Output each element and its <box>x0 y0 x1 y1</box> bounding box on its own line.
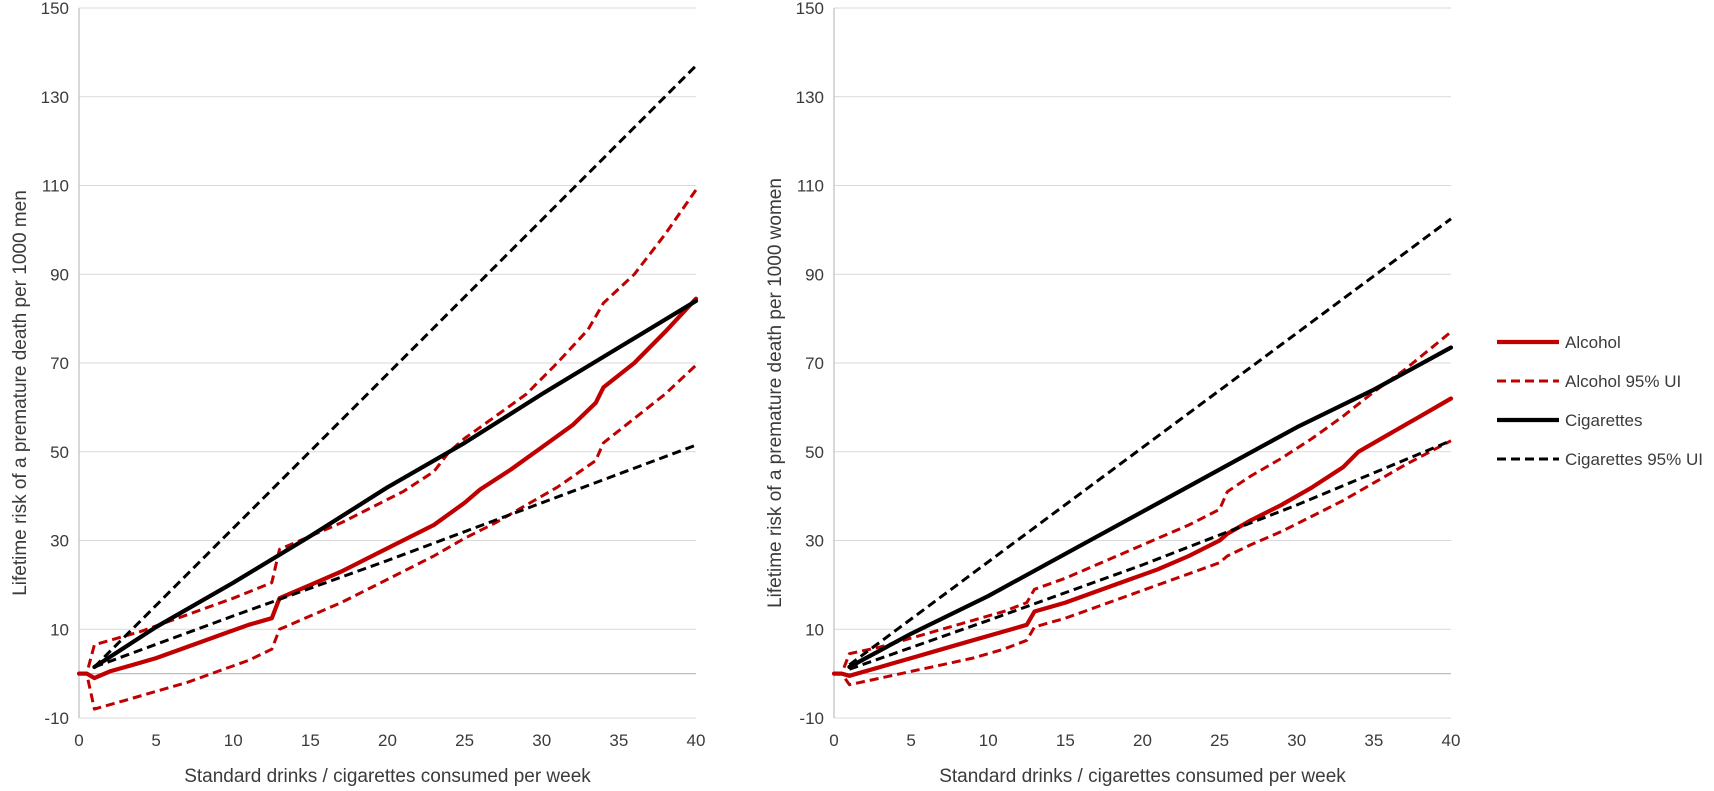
y-tick-label: 10 <box>805 620 824 639</box>
x-tick-label: 35 <box>1364 731 1383 750</box>
alcohol-ui-lower-line <box>834 439 1452 687</box>
y-tick-label: -10 <box>799 709 824 728</box>
y-tick-label: 130 <box>41 88 69 107</box>
x-tick-label: 25 <box>1210 731 1229 750</box>
y-tick-label: 90 <box>805 265 824 284</box>
y-axis-title: Lifetime risk of a premature death per 1… <box>765 178 786 608</box>
legend-item: Alcohol <box>1497 333 1621 352</box>
legend: Alcohol Alcohol 95% UI Cigarettes Cigarette… <box>1497 333 1703 469</box>
x-tick-label: 20 <box>1133 731 1152 750</box>
cigarettes-line <box>92 298 699 670</box>
legend-item: Cigarettes <box>1497 411 1642 430</box>
x-tick-label: 35 <box>609 731 628 750</box>
y-tick-label: 150 <box>796 0 824 18</box>
legend-label: Alcohol 95% UI <box>1565 372 1681 391</box>
x-tick-label: 40 <box>687 731 706 750</box>
x-tick-label: 10 <box>224 731 243 750</box>
x-axis-title: Standard drinks / cigarettes consumed pe… <box>184 766 591 787</box>
y-tick-label: 130 <box>796 88 824 107</box>
y-tick-label: 110 <box>797 177 824 196</box>
y-tick-label: 30 <box>805 532 824 551</box>
x-tick-label: 40 <box>1442 731 1461 750</box>
x-tick-label: 15 <box>301 731 320 750</box>
x-tick-label: 5 <box>906 731 915 750</box>
x-tick-label: 30 <box>532 731 551 750</box>
legend-label: Cigarettes <box>1565 411 1642 430</box>
cigarettes-line <box>847 345 1454 670</box>
x-tick-label: 30 <box>1287 731 1306 750</box>
x-tick-label: 10 <box>979 731 998 750</box>
alcohol-ui-lower-line <box>79 364 698 711</box>
cigarettes-ui-upper-line <box>848 217 1452 667</box>
y-tick-label: 30 <box>50 532 69 551</box>
y-tick-label: 70 <box>50 354 69 373</box>
alcohol-line <box>831 396 1454 678</box>
x-tick-label: 20 <box>378 731 397 750</box>
cigarettes-ui-lower-line <box>93 443 697 669</box>
y-tick-label: -10 <box>44 709 69 728</box>
x-tick-label: 0 <box>829 731 838 750</box>
y-tick-label: 50 <box>50 443 69 462</box>
alcohol-ui-upper-line <box>834 330 1452 676</box>
chart-women: -10 10 30 50 70 90 110 130 150 0 5 10 15 20 25 30 35 40 St… <box>765 0 1460 787</box>
legend-label: Cigarettes 95% UI <box>1565 450 1703 469</box>
y-tick-label: 110 <box>42 177 69 196</box>
legend-item: Alcohol 95% UI <box>1497 372 1681 391</box>
x-axis-title: Standard drinks / cigarettes consumed pe… <box>939 766 1346 787</box>
legend-item: Cigarettes 95% UI <box>1497 450 1703 469</box>
y-tick-label: 10 <box>50 620 69 639</box>
x-tick-label: 0 <box>74 731 83 750</box>
y-axis-title: Lifetime risk of a premature death per 1… <box>10 190 31 596</box>
alcohol-ui-upper-line <box>79 189 698 676</box>
x-tick-label: 25 <box>455 731 474 750</box>
cigarettes-ui-upper-line <box>93 64 698 669</box>
x-tick-label: 15 <box>1056 731 1075 750</box>
chart-men: -10 10 30 50 70 90 110 130 150 0 5 10 15 20 25 30 35 40 St… <box>10 0 705 787</box>
alcohol-line <box>76 296 699 681</box>
y-tick-label: 50 <box>805 443 824 462</box>
cigarettes-ui-lower-line <box>848 439 1452 671</box>
legend-label: Alcohol <box>1565 333 1621 352</box>
y-tick-label: 70 <box>805 354 824 373</box>
y-tick-label: 150 <box>41 0 69 18</box>
x-tick-label: 5 <box>151 731 160 750</box>
y-tick-label: 90 <box>50 265 69 284</box>
